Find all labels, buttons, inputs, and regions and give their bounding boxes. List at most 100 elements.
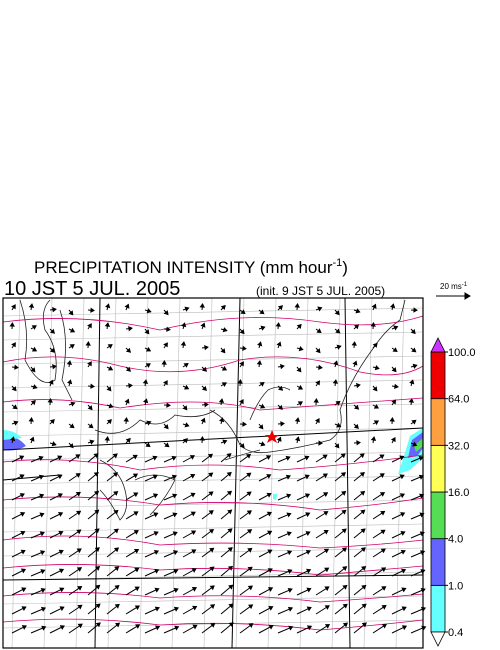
wind-head	[227, 547, 233, 553]
wind-head	[412, 441, 418, 447]
wind-head	[411, 419, 417, 425]
wind-head	[352, 360, 358, 366]
wind-head	[144, 329, 150, 335]
wind-head	[171, 474, 177, 480]
wind-head	[218, 398, 225, 403]
wind-head	[306, 625, 313, 631]
wind-head	[21, 587, 27, 593]
wind-head	[59, 587, 65, 593]
wind-head	[39, 531, 45, 537]
wind-head	[306, 606, 312, 612]
wind-head	[163, 342, 168, 348]
wind-head	[104, 322, 111, 327]
wind-head	[87, 361, 92, 367]
wind-head	[51, 441, 57, 447]
wind-head	[166, 402, 171, 408]
wind-head	[133, 548, 140, 554]
wind-head	[341, 528, 347, 534]
colorbar-label: 100.0	[448, 347, 476, 359]
wind-head	[322, 473, 328, 479]
wind-head	[31, 325, 37, 330]
wind-head	[399, 474, 405, 480]
wind-head	[132, 454, 138, 460]
wind-head	[228, 622, 234, 628]
wind-head	[335, 328, 341, 334]
wind-head	[361, 584, 367, 590]
wind-head	[287, 569, 293, 575]
wind-head	[154, 568, 160, 574]
colorbar-under	[430, 631, 446, 647]
wind-head	[134, 567, 140, 573]
wind-head	[380, 548, 386, 554]
wind-head	[246, 510, 252, 516]
wind-head	[39, 512, 45, 518]
wind-head	[95, 603, 101, 609]
wind-head	[85, 341, 91, 346]
wind-head	[70, 401, 76, 407]
wind-head	[69, 423, 75, 429]
wind-head	[95, 584, 101, 590]
wind-head	[38, 455, 44, 461]
wind-head	[247, 566, 253, 572]
wind-head	[287, 587, 293, 593]
wind-head	[133, 530, 139, 535]
wind-head	[294, 417, 301, 423]
wind-head	[247, 585, 253, 591]
wind-head	[361, 622, 367, 628]
wind-head	[209, 547, 215, 553]
wind-head	[30, 400, 36, 406]
wind-head	[59, 606, 65, 612]
wind-head	[297, 401, 303, 407]
wind-head	[322, 492, 329, 497]
wind-head	[166, 326, 171, 332]
valid-time: 10 JST 5 JUL. 2005	[4, 278, 180, 300]
wind-head	[285, 455, 291, 461]
wind-head	[412, 363, 418, 369]
wind-head	[288, 625, 294, 631]
wind-head	[373, 403, 380, 409]
colorbar-segment	[430, 444, 446, 493]
wind-head	[379, 473, 385, 478]
title-end: )	[342, 258, 348, 277]
wind-head	[353, 324, 360, 330]
wind-head	[69, 344, 75, 349]
wind-head	[258, 424, 264, 430]
wind-head	[38, 474, 44, 480]
wind-head	[324, 586, 330, 592]
wind-head	[76, 548, 82, 554]
wind-head	[355, 382, 361, 389]
wind-head	[128, 383, 133, 389]
wind-head	[135, 624, 141, 629]
wind-head	[226, 471, 232, 477]
wind-head	[354, 404, 360, 410]
wind-head	[221, 365, 228, 371]
wind-head	[164, 442, 170, 448]
wind-head	[59, 625, 65, 630]
wind-head	[304, 493, 311, 499]
wind-head	[182, 438, 189, 444]
wind-head	[134, 605, 140, 611]
wind-head	[106, 386, 112, 392]
graticule	[2, 523, 424, 533]
precipitation	[3, 428, 423, 500]
graticule	[171, 297, 181, 649]
wind-head	[57, 474, 63, 480]
graticule	[2, 451, 424, 461]
wind-head	[305, 512, 311, 518]
wind-head	[75, 473, 81, 478]
graticule	[11, 297, 21, 649]
wind-head	[184, 384, 190, 390]
wind-head	[21, 625, 27, 630]
wind-head	[305, 531, 311, 536]
wind-head	[58, 568, 65, 574]
colorbar-segment	[430, 584, 446, 633]
wind-head	[107, 344, 113, 349]
wind-head	[257, 341, 263, 347]
wind-head	[409, 379, 415, 385]
wind-head	[268, 605, 274, 611]
wind-head	[173, 569, 179, 574]
wind-head	[313, 398, 319, 403]
wind-head	[418, 474, 424, 480]
wind-head	[324, 567, 330, 573]
wind-head	[411, 347, 417, 353]
